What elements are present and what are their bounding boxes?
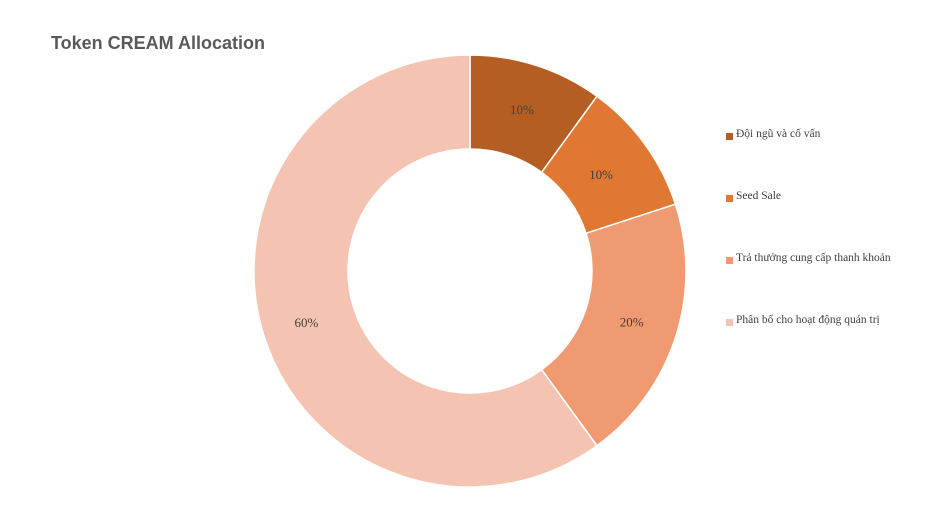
legend-label: Phân bổ cho hoạt động quản trị — [736, 314, 880, 326]
legend-item: Đội ngũ và cố vấn — [726, 128, 891, 190]
slice-data-label: 60% — [294, 315, 318, 330]
legend-swatch — [726, 319, 733, 326]
legend: Đội ngũ và cố vấn Seed Sale Trả thưởng cun… — [726, 128, 891, 376]
chart-title: Token CREAM Allocation — [51, 33, 266, 53]
slice-data-label: 10% — [589, 167, 613, 182]
donut-slices — [253, 54, 687, 488]
legend-swatch — [726, 195, 733, 202]
donut-slice — [253, 54, 599, 488]
slice-labels: 10% 10% 20% 60% — [294, 102, 643, 330]
legend-swatch — [726, 133, 733, 140]
legend-label: Trả thưởng cung cấp thanh khoản — [736, 252, 891, 264]
legend-label: Đội ngũ và cố vấn — [736, 128, 821, 140]
slice-data-label: 20% — [620, 315, 644, 330]
legend-item: Phân bổ cho hoạt động quản trị — [726, 314, 891, 376]
slice-data-label: 10% — [510, 102, 534, 117]
legend-item: Trả thưởng cung cấp thanh khoản — [726, 252, 891, 314]
legend-item: Seed Sale — [726, 190, 891, 252]
legend-swatch — [726, 257, 733, 264]
donut-slice — [540, 203, 687, 447]
legend-label: Seed Sale — [736, 190, 782, 202]
